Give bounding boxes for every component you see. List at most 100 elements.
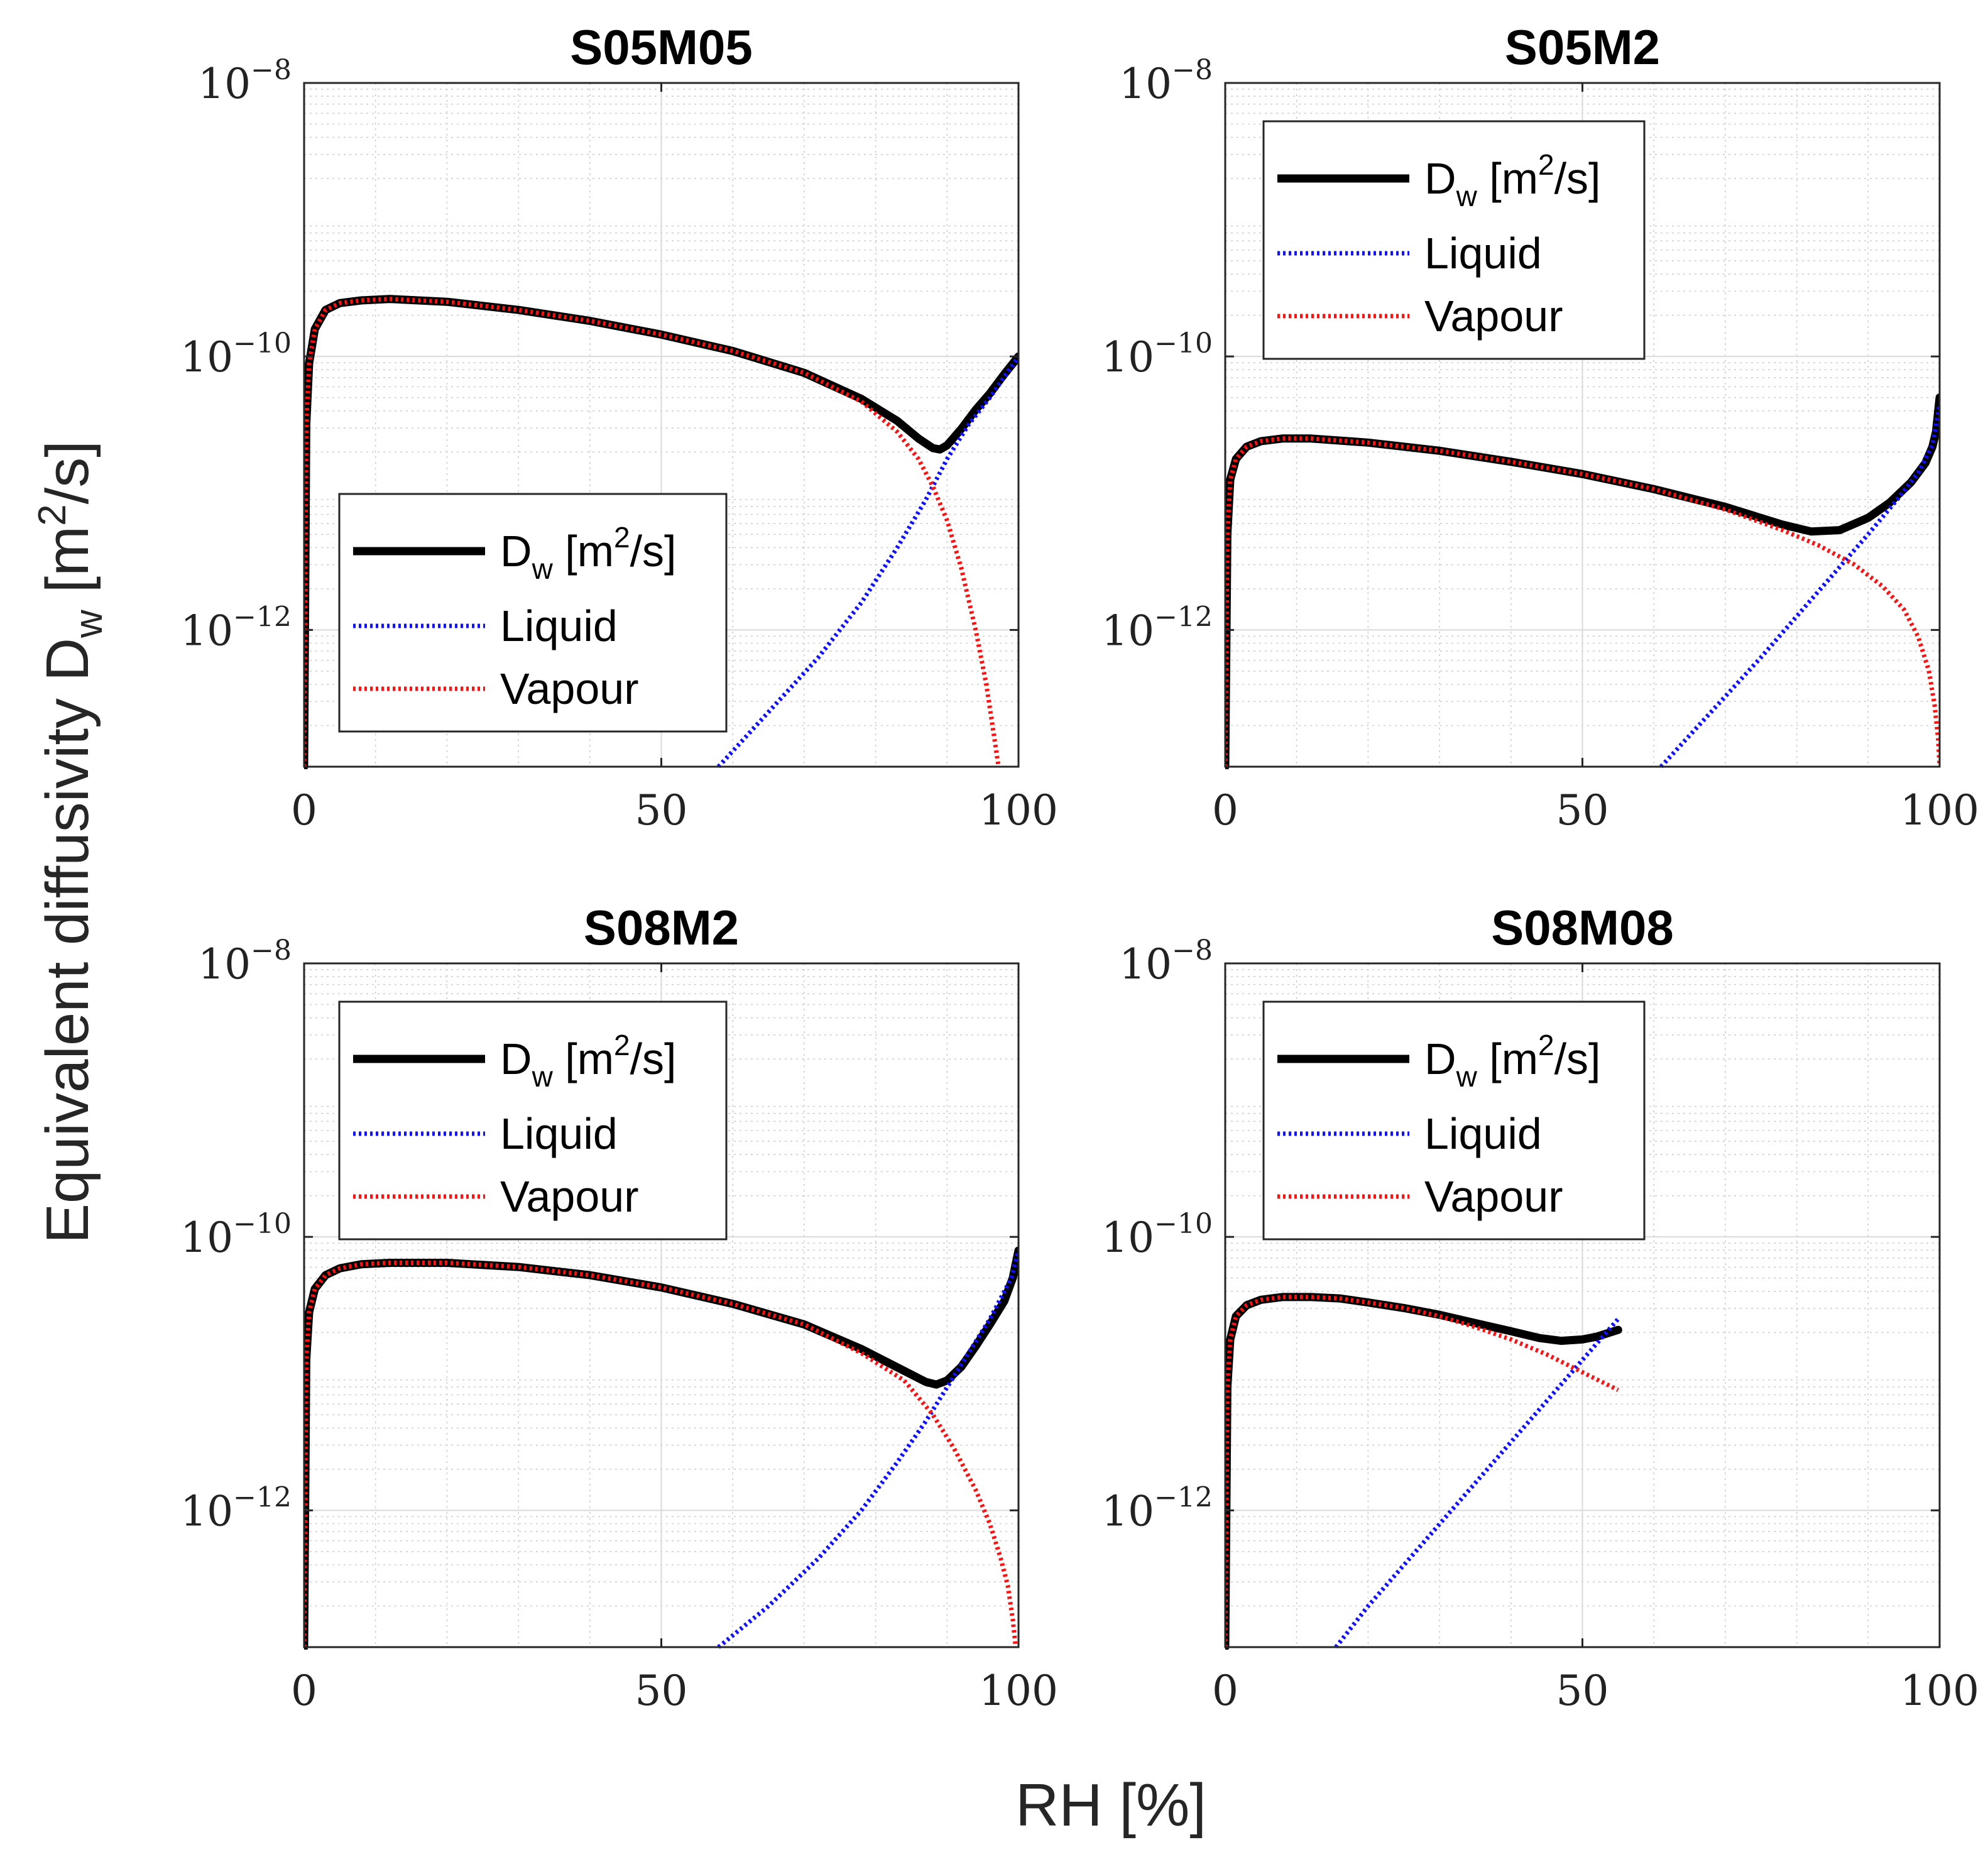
- legend-label-sub: w: [532, 1060, 554, 1093]
- legend-label: Dw [m2/s]: [1424, 1029, 1601, 1093]
- legend-label-close: /s]: [1554, 154, 1601, 203]
- series-liquid: [716, 355, 1019, 769]
- y-tick-base: 10: [1119, 940, 1172, 989]
- legend-label-main: D: [1424, 154, 1456, 203]
- legend-label-open: [m: [553, 527, 614, 576]
- x-tick-label: 100: [1900, 786, 1979, 835]
- legend-label-open: [m: [1477, 154, 1538, 203]
- tick-marks: [1224, 82, 1941, 767]
- legend-label-main: Vapour: [1424, 292, 1563, 341]
- legend-label: Liquid: [500, 1109, 618, 1158]
- legend-label-close: /s]: [1554, 1034, 1601, 1083]
- y-tick-label: 10−8: [1119, 934, 1213, 989]
- series-liquid: [1334, 1317, 1620, 1649]
- y-tick-label: 10−8: [198, 934, 292, 989]
- y-tick-label: 10−8: [1119, 54, 1213, 108]
- y-tick-label: 10−12: [180, 601, 292, 655]
- legend-label: Dw [m2/s]: [500, 521, 677, 585]
- y-axis-label-open: [m: [34, 526, 101, 610]
- y-tick-base: 10: [180, 1487, 233, 1535]
- legend: Dw [m2/s] Liquid Vapour: [338, 1000, 728, 1241]
- legend: Dw [m2/s] Liquid Vapour: [1262, 120, 1646, 360]
- x-tick-label: 0: [1212, 786, 1238, 835]
- y-tick-base: 10: [180, 1214, 233, 1262]
- y-tick-exponent: −12: [1154, 1481, 1213, 1513]
- legend-label: Dw [m2/s]: [1424, 148, 1601, 212]
- legend-label-sup: 2: [614, 521, 630, 554]
- series-dw: [1225, 393, 1940, 769]
- y-tick-exponent: −10: [1154, 1208, 1213, 1240]
- legend-box: [338, 1000, 728, 1241]
- tick-marks: [303, 962, 1020, 1647]
- y-tick-base: 10: [198, 940, 251, 989]
- y-tick-base: 10: [1119, 60, 1172, 108]
- y-tick-label: 10−8: [198, 54, 292, 108]
- legend-label-sub: w: [1456, 180, 1478, 212]
- legend-label-sup: 2: [614, 1029, 630, 1061]
- legend-label: Liquid: [1424, 1109, 1542, 1158]
- tick-marks: [303, 82, 1020, 767]
- y-tick-base: 10: [180, 606, 233, 655]
- series-dw: [304, 1246, 1019, 1650]
- y-tick-exponent: −8: [1172, 934, 1213, 967]
- series-liquid: [717, 1250, 1019, 1649]
- legend-label: Dw [m2/s]: [500, 1029, 677, 1093]
- legend-label-main: Liquid: [500, 1109, 618, 1158]
- legend-label-main: Vapour: [500, 1172, 639, 1221]
- legend: Dw [m2/s] Liquid Vapour: [1262, 1000, 1646, 1241]
- legend-label-main: Vapour: [500, 664, 639, 713]
- x-tick-label: 50: [1556, 1667, 1609, 1715]
- y-tick-exponent: −8: [251, 54, 292, 86]
- x-tick-label: 50: [1556, 786, 1609, 835]
- x-tick-label: 100: [979, 786, 1058, 835]
- legend-label-main: D: [500, 1034, 532, 1083]
- y-tick-label: 10−12: [1101, 601, 1213, 655]
- y-tick-exponent: −12: [233, 1481, 292, 1513]
- x-axis-label: RH [%]: [1015, 1772, 1206, 1839]
- legend-box: [1262, 1000, 1646, 1241]
- legend-label: Vapour: [500, 1172, 639, 1221]
- x-tick-label: 0: [1212, 1667, 1238, 1715]
- legend-label-close: /s]: [630, 527, 677, 576]
- x-tick-label: 0: [291, 786, 317, 835]
- y-tick-exponent: −10: [233, 327, 292, 359]
- y-tick-base: 10: [1101, 606, 1154, 655]
- y-tick-base: 10: [1101, 333, 1154, 381]
- legend-label: Vapour: [500, 664, 639, 713]
- legend-label-sub: w: [1456, 1060, 1478, 1093]
- chart-title: S05M05: [570, 19, 753, 75]
- y-tick-exponent: −12: [1154, 601, 1213, 633]
- series-vapour: [1225, 1295, 1619, 1648]
- legend-label-open: [m: [553, 1034, 614, 1083]
- legend-label-close: /s]: [630, 1034, 677, 1083]
- y-tick-label: 10−10: [180, 1208, 292, 1262]
- series-group: [1225, 393, 1940, 769]
- legend-label: Vapour: [1424, 292, 1563, 341]
- y-axis-label-close: /s]: [34, 441, 101, 504]
- y-tick-base: 10: [1101, 1214, 1154, 1262]
- y-tick-base: 10: [1101, 1487, 1154, 1535]
- legend-label: Liquid: [500, 601, 618, 650]
- legend-label-sup: 2: [1538, 148, 1554, 181]
- legend-label-main: D: [500, 527, 532, 576]
- legend-label-main: Vapour: [1424, 1172, 1563, 1221]
- series-liquid: [1659, 403, 1940, 769]
- x-tick-label: 100: [1900, 1667, 1979, 1715]
- y-tick-exponent: −10: [1154, 327, 1213, 359]
- chart-title: S08M08: [1491, 900, 1674, 955]
- legend-box: [338, 493, 728, 733]
- chart-title: S05M2: [1505, 19, 1660, 75]
- legend-label-main: Liquid: [1424, 229, 1542, 278]
- y-axis-label-main: Equivalent diffusivity D: [34, 638, 101, 1244]
- y-tick-label: 10−10: [1101, 1208, 1213, 1262]
- y-tick-label: 10−12: [180, 1481, 292, 1535]
- x-tick-label: 50: [635, 1667, 688, 1715]
- y-tick-base: 10: [180, 333, 233, 381]
- x-tick-label: 0: [291, 1667, 317, 1715]
- y-tick-label: 10−10: [1101, 327, 1213, 381]
